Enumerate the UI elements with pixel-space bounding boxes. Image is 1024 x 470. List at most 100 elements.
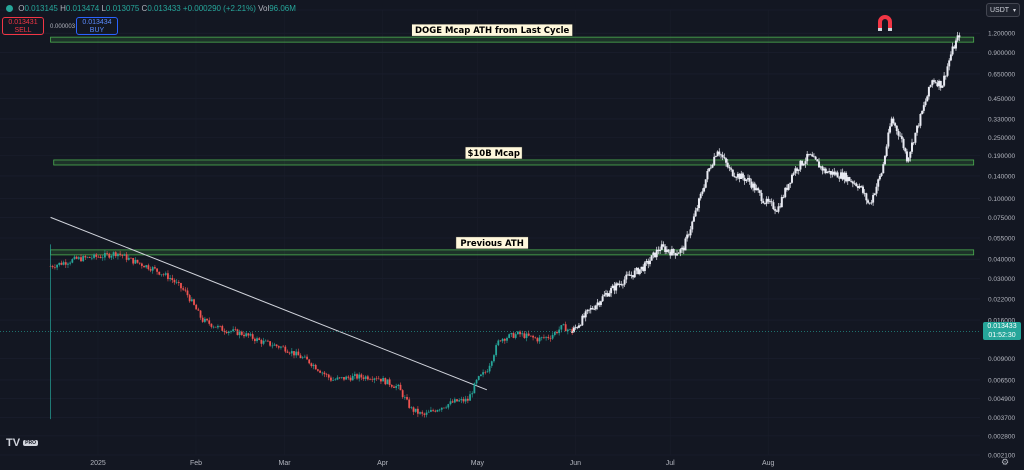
projection-body	[588, 309, 591, 311]
candle-body	[340, 377, 343, 378]
candle-body	[351, 375, 354, 381]
projection-body	[828, 170, 831, 172]
projection-body	[579, 325, 582, 327]
projection-body	[949, 54, 952, 61]
projection-body	[824, 168, 827, 174]
candle-body	[277, 346, 280, 348]
projection-body	[692, 216, 695, 222]
candle-body	[62, 262, 65, 265]
price-axis[interactable]: 1.7000001.2000000.9000000.6500000.450000…	[988, 8, 1015, 460]
projection-body	[615, 283, 618, 291]
projection-body	[765, 198, 768, 204]
zone-rect[interactable]	[50, 36, 975, 43]
projection-body	[608, 293, 611, 297]
projection-body	[632, 275, 635, 278]
projection-body	[770, 201, 773, 203]
projection-body	[593, 308, 596, 310]
projection-body	[843, 172, 846, 180]
candle-body	[460, 399, 463, 401]
projection-body	[794, 168, 797, 174]
projection-body	[679, 249, 682, 253]
candle-body	[353, 374, 356, 376]
projection-body	[944, 75, 947, 77]
projection-body	[741, 173, 744, 178]
candle-body	[51, 266, 54, 268]
candle-body	[527, 333, 530, 336]
candle-body	[245, 333, 248, 337]
zone-rect[interactable]	[50, 249, 975, 256]
candle-body	[284, 346, 287, 352]
projection-body	[768, 201, 771, 203]
projection-body	[758, 190, 761, 193]
buy-button[interactable]: 0.013434 BUY	[76, 17, 118, 35]
projection-body	[802, 163, 805, 166]
candle-body	[127, 257, 130, 260]
candle-body	[240, 331, 243, 335]
candle-body	[164, 273, 167, 275]
candle-body	[169, 277, 172, 280]
projection-body	[931, 80, 934, 86]
candle-body	[375, 378, 378, 380]
projection-body	[775, 210, 778, 212]
projection-body	[878, 175, 881, 180]
projection-body	[681, 247, 684, 250]
projection-body	[699, 193, 702, 199]
candle-body	[551, 335, 554, 339]
projection-body	[735, 177, 738, 178]
candle-body	[132, 257, 135, 264]
y-tick-label: 0.030000	[988, 276, 1015, 283]
projection-body	[900, 136, 903, 139]
candle-body	[330, 377, 332, 381]
projection-body	[616, 283, 619, 285]
candle-body	[419, 412, 421, 414]
projection-body	[917, 125, 920, 127]
candle-body	[147, 265, 150, 270]
candle-body	[134, 259, 137, 264]
time-axis[interactable]: 2025 Feb Mar Apr May Jun Jul Aug	[90, 460, 774, 467]
candle-body	[177, 282, 180, 284]
candle-body	[262, 340, 265, 344]
projection-body	[911, 142, 914, 152]
candle-body	[562, 324, 565, 326]
magnet-icon[interactable]	[878, 15, 892, 31]
projection-body	[877, 179, 880, 187]
downtrend-line[interactable]	[50, 216, 488, 391]
candle-body	[197, 309, 200, 311]
candle-body	[158, 271, 161, 275]
projection-body	[664, 246, 667, 252]
candle-body	[117, 253, 119, 257]
candle-body	[182, 288, 185, 290]
projection-body	[709, 167, 712, 169]
projection-body	[643, 262, 646, 271]
projection-body	[748, 178, 751, 182]
candle-body	[180, 283, 182, 289]
projection-body	[780, 197, 783, 208]
candle-body	[282, 346, 285, 348]
projection-body	[868, 202, 871, 204]
candle-body	[210, 323, 213, 327]
y-tick-label: 0.900000	[988, 50, 1015, 57]
currency-select[interactable]: USDT ▾	[986, 3, 1020, 17]
candle-body	[253, 338, 256, 342]
candle-body	[388, 379, 391, 385]
candle-body	[397, 384, 400, 387]
projection-body	[757, 188, 760, 191]
projection-body	[696, 208, 699, 211]
projection-body	[948, 60, 951, 67]
gear-icon[interactable]: ⚙	[1001, 458, 1010, 468]
projection-body	[921, 110, 924, 115]
sell-button[interactable]: 0.013431 SELL	[2, 17, 44, 35]
candle-body	[386, 379, 389, 385]
projection-body	[861, 186, 864, 193]
zone-rect[interactable]	[53, 159, 975, 166]
candle-body	[356, 374, 358, 379]
candle-body	[416, 408, 419, 414]
projection-body	[897, 131, 900, 136]
candle-body	[223, 330, 226, 332]
candle-body	[271, 345, 274, 347]
projection-body	[701, 191, 704, 194]
projection-body	[691, 221, 694, 230]
candle-body	[293, 351, 295, 356]
candle-body	[569, 329, 571, 330]
